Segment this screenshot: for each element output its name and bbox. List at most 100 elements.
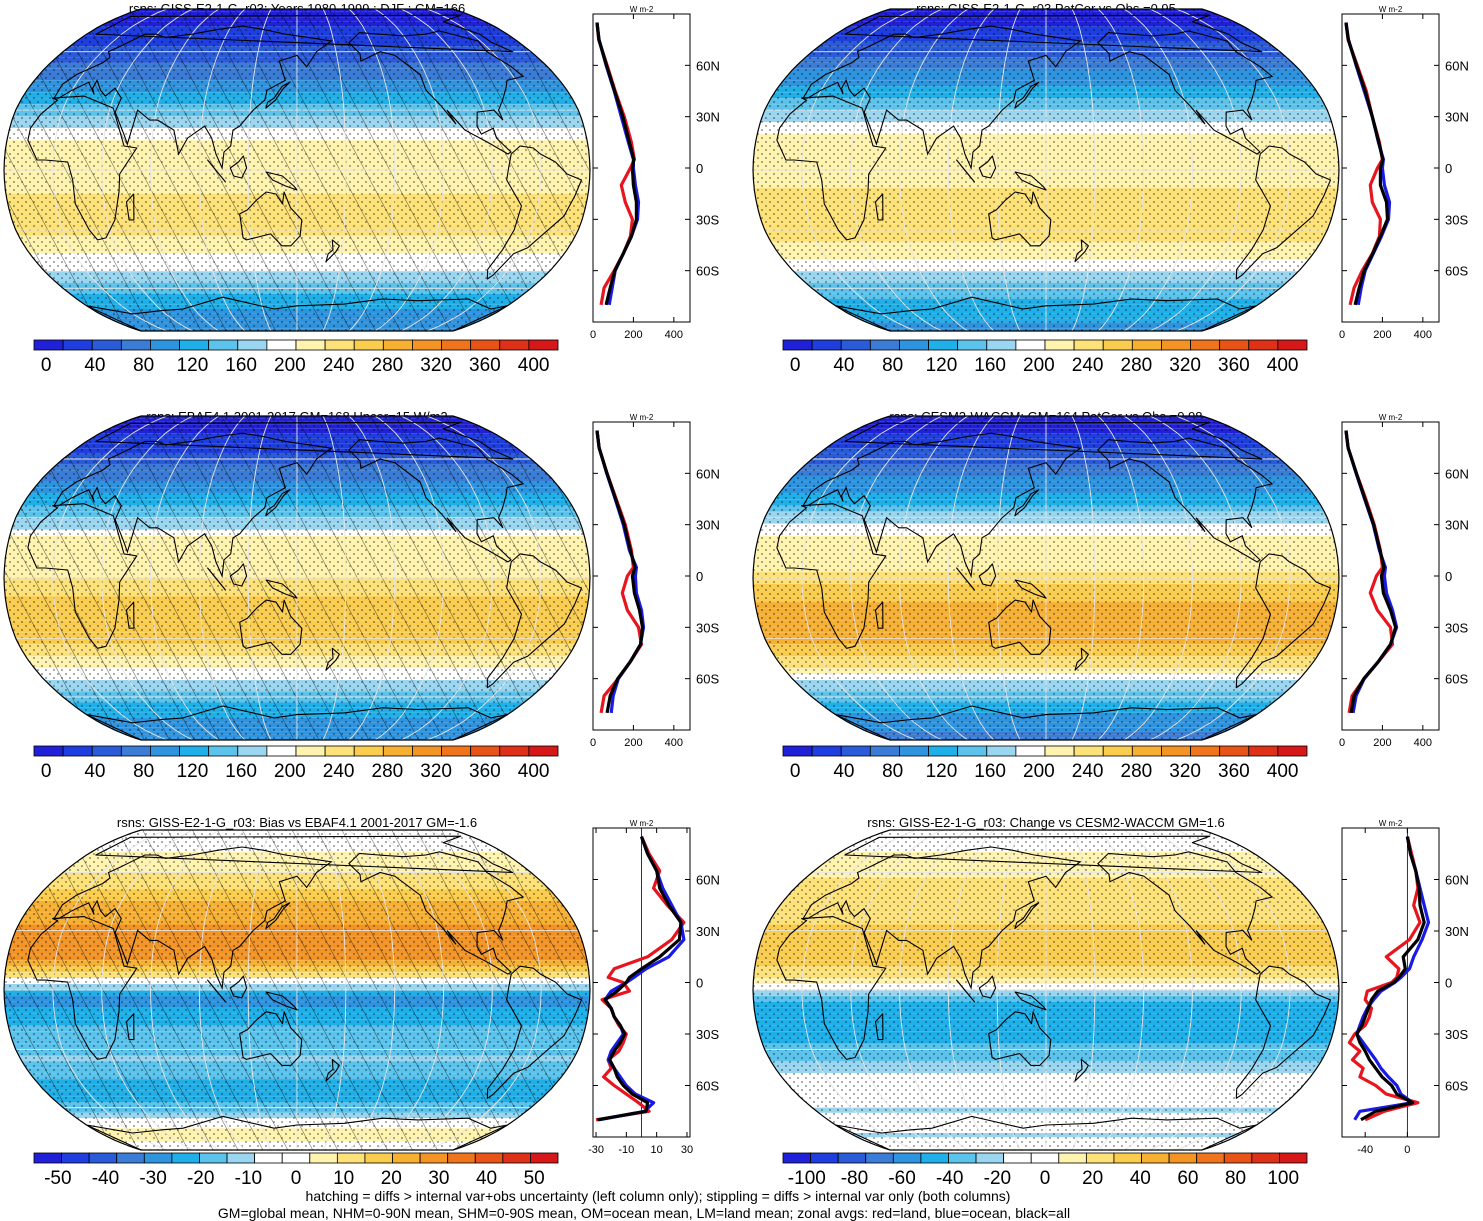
- colorbar-box: [782, 1152, 811, 1164]
- colorbar-box: [1223, 1152, 1253, 1164]
- colorbar-tick-label: 50: [524, 1168, 545, 1189]
- colorbar: 0 40 80 120 160 200 240 280 320 360 400: [782, 339, 1308, 376]
- coastline-australia: [239, 599, 303, 655]
- colorbar-box: [810, 1152, 839, 1164]
- colorbar-box: [281, 1152, 311, 1164]
- colorbar-box: [179, 339, 210, 351]
- colorbar-box: [1279, 1152, 1308, 1164]
- coastline-eurasia: [802, 25, 1082, 171]
- zonal-x-label: 200: [624, 737, 642, 749]
- colorbar-box: [1161, 745, 1191, 757]
- colorbar-box: [957, 339, 988, 351]
- panel-change: rsns: GISS-E2-1-G_r03: Change vs CESM2-W…: [752, 815, 1469, 1189]
- colorbar-tick-label: 360: [1218, 355, 1250, 376]
- colorbar-tick-label: -20: [187, 1168, 214, 1189]
- zonal-lat-label: 60S: [696, 264, 719, 279]
- zonal-lat-label: 30N: [1445, 110, 1469, 125]
- colorbar-box: [1190, 745, 1221, 757]
- colorbar-tick-label: 280: [372, 355, 404, 376]
- colorbar-tick-label: -80: [841, 1168, 868, 1189]
- colorbar-box: [986, 339, 1017, 351]
- colorbar-tick-label: 160: [974, 761, 1006, 782]
- zonal-mean-profile: W m-2 60N 30N 0 30S 60S -40 0: [1341, 819, 1469, 1156]
- colorbar-box: [33, 745, 64, 757]
- map-border: [752, 8, 1340, 332]
- coastline-africa: [776, 503, 887, 649]
- coastline-madagascar: [125, 193, 135, 221]
- zonal-lat-label: 0: [1445, 161, 1452, 176]
- colorbar-box: [237, 339, 268, 351]
- colorbar-box: [237, 745, 268, 757]
- zonal-frame: [1341, 421, 1440, 731]
- colorbar-box: [324, 745, 355, 757]
- zonal-lat-label: 60N: [1445, 58, 1469, 73]
- zonal-x-label: 400: [1414, 737, 1432, 749]
- footer-line-2: GM=global mean, NHM=0-90N mean, SHM=0-90…: [218, 1205, 1070, 1221]
- zonal-x-label: 10: [651, 1144, 663, 1156]
- colorbar-box: [324, 339, 355, 351]
- colorbar-box: [91, 745, 122, 757]
- zonal-series-land: [1347, 836, 1422, 1122]
- colorbar-box: [226, 1152, 256, 1164]
- colorbar-box: [412, 745, 442, 757]
- colorbar-box: [1044, 339, 1075, 351]
- coastline-japan: [265, 81, 291, 109]
- colorbar-tick-label: 280: [372, 761, 404, 782]
- coastline-borneo: [229, 975, 248, 999]
- coastline-borneo: [229, 155, 248, 179]
- colorbar-tick-label: 160: [225, 355, 257, 376]
- zonal-mean-profile: W m-2 60N 30N 0 30S 60S 0 200 400: [590, 5, 720, 341]
- coastline-nz: [1074, 239, 1089, 263]
- colorbar-box: [1113, 1152, 1142, 1164]
- zonal-x-label: 200: [1373, 329, 1391, 341]
- zonal-x-label: 400: [665, 737, 683, 749]
- colorbar-box: [530, 1152, 559, 1164]
- colorbar-box: [928, 745, 959, 757]
- colorbar-box: [150, 339, 180, 351]
- colorbar-tick-label: 80: [882, 761, 903, 782]
- colorbar-box: [88, 1152, 118, 1164]
- colorbar-tick-label: 360: [1218, 761, 1250, 782]
- colorbar-box: [869, 745, 900, 757]
- colorbar-box: [382, 339, 413, 351]
- zonal-unit-label: W m-2: [630, 819, 654, 828]
- zonal-series-land: [595, 835, 686, 1122]
- colorbar-box: [336, 1152, 366, 1164]
- colorbar-box: [892, 1152, 922, 1164]
- colorbar-tick-label: 0: [790, 355, 801, 376]
- robinson-map: [3, 829, 591, 1151]
- zonal-lat-label: 60S: [696, 672, 719, 687]
- coastline-nz: [1074, 647, 1089, 671]
- zonal-lat-label: 60N: [1445, 466, 1469, 481]
- colorbar-box: [392, 1152, 421, 1164]
- colorbar: 0 40 80 120 160 200 240 280 320 360 400: [33, 745, 559, 782]
- colorbar: 0 40 80 120 160 200 240 280 320 360 400: [782, 745, 1308, 782]
- panel-model-climatology: rsns: GISS-E2-1-G_r03: Years 1980-1999 :…: [3, 1, 720, 376]
- colorbar-box: [1277, 339, 1308, 351]
- coastline-africa: [776, 95, 887, 241]
- colorbar-tick-label: 320: [420, 761, 452, 782]
- coastline-antarctica: [85, 1115, 509, 1150]
- coastline-madagascar: [874, 193, 884, 221]
- coastline-newguinea: [265, 579, 298, 599]
- colorbar-box: [295, 745, 326, 757]
- panel-observations: rsns: EBAF4.1 2001-2017 GM=168 Uncer=15 …: [3, 409, 720, 782]
- colorbar-box: [899, 339, 929, 351]
- colorbar-box: [1073, 339, 1104, 351]
- colorbar-tick-label: -100: [788, 1168, 826, 1189]
- coastline-australia: [988, 1011, 1052, 1066]
- robinson-map: [752, 8, 1340, 332]
- coastline-newguinea: [265, 991, 298, 1011]
- colorbar-box: [309, 1152, 338, 1164]
- colorbar-tick-label: 40: [476, 1168, 497, 1189]
- panel-model-patcor: rsns: GISS-E2-1-G_r03 PatCor vs Obs =0.9…: [752, 1, 1469, 376]
- zonal-lat-label: 0: [696, 161, 703, 176]
- colorbar-box: [957, 745, 988, 757]
- coastline-samerica: [486, 553, 583, 689]
- colorbar-tick-label: 0: [41, 355, 52, 376]
- zonal-lat-label: 30N: [696, 110, 720, 125]
- colorbar-box: [811, 745, 842, 757]
- map-border: [3, 415, 591, 741]
- coastline-eurasia: [802, 846, 1082, 991]
